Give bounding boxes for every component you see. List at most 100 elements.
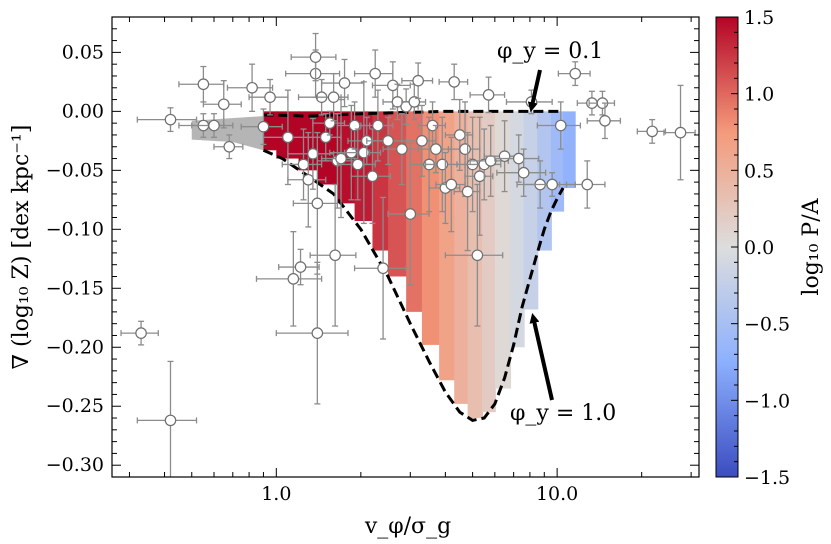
model-column	[454, 111, 469, 404]
data-point	[191, 113, 234, 138]
point-marker	[377, 262, 389, 275]
data-point	[557, 61, 591, 87]
y-tick-label: −0.15	[46, 277, 104, 299]
point-marker	[335, 152, 347, 165]
point-marker	[581, 178, 594, 191]
x-tick-label: 1.0	[261, 483, 291, 505]
point-marker	[351, 158, 364, 171]
data-point	[350, 128, 392, 225]
model-column	[467, 111, 483, 419]
data-point	[401, 83, 427, 121]
data-point	[281, 128, 323, 201]
point-marker	[546, 178, 558, 191]
data-point	[360, 89, 394, 162]
point-marker	[217, 98, 230, 111]
observed-points	[120, 32, 696, 477]
colorbar-tick-label: 0.0	[744, 237, 774, 259]
model-column	[372, 111, 390, 251]
data-point	[401, 62, 434, 100]
point-marker	[348, 119, 361, 132]
data-point	[464, 116, 494, 236]
annotation-phi-0-1: φ_y = 0.1	[497, 39, 603, 64]
data-point	[586, 102, 622, 140]
y-tick-label: −0.30	[46, 454, 104, 476]
point-marker	[554, 119, 567, 132]
y-tick-label: −0.05	[46, 159, 104, 181]
point-marker	[309, 51, 322, 63]
data-point	[278, 248, 320, 286]
point-marker	[646, 125, 658, 138]
data-point	[287, 117, 335, 190]
y-tick-label: 0.05	[62, 41, 104, 63]
data-point	[226, 63, 274, 113]
point-marker	[396, 143, 408, 155]
point-marker	[471, 249, 484, 262]
point-marker	[372, 119, 384, 132]
model-column	[439, 111, 456, 381]
y-tick-label: −0.10	[46, 218, 104, 240]
point-marker	[482, 89, 495, 101]
data-point	[292, 131, 339, 275]
point-marker	[164, 414, 177, 427]
data-point	[444, 183, 504, 327]
model-column	[263, 111, 278, 151]
data-point	[663, 84, 696, 181]
x-axis-label: v_φ/σ_g	[364, 514, 451, 539]
point-marker	[264, 91, 276, 104]
point-marker	[473, 170, 486, 183]
point-marker	[387, 79, 399, 92]
point-marker	[311, 197, 324, 210]
model-column	[481, 111, 496, 413]
point-marker	[416, 135, 428, 147]
annotation-arrow-phi-0-1	[527, 69, 542, 113]
data-point	[262, 89, 309, 186]
data-point	[588, 90, 616, 116]
point-marker	[517, 166, 530, 179]
y-axis: 0.05 0.00 −0.05 −0.10 −0.15 −0.20 −0.25 −0.30	[46, 28, 699, 478]
point-marker	[294, 261, 307, 273]
point-marker	[674, 126, 687, 139]
data-point	[275, 261, 349, 405]
point-marker	[512, 152, 525, 165]
y-tick-label: −0.25	[46, 395, 104, 417]
annotations: φ_y = 0.1 φ_y = 1.0	[497, 39, 616, 426]
data-point	[366, 116, 407, 166]
point-marker	[448, 76, 460, 88]
point-marker	[599, 114, 611, 127]
data-point	[565, 160, 606, 209]
point-marker	[408, 96, 421, 108]
data-point	[316, 72, 349, 122]
point-marker	[459, 143, 471, 155]
point-marker	[453, 129, 466, 141]
colorbar-tick-label: −0.5	[744, 314, 790, 336]
data-point	[417, 101, 447, 150]
plot-frame	[111, 16, 700, 478]
data-point	[136, 107, 198, 133]
point-marker	[461, 185, 474, 198]
data-point	[453, 131, 481, 252]
point-marker	[369, 67, 382, 80]
data-point	[248, 78, 289, 116]
point-marker	[302, 173, 315, 186]
point-marker	[358, 146, 370, 159]
point-marker	[412, 74, 424, 87]
data-point	[312, 110, 346, 136]
data-point	[353, 196, 407, 340]
point-marker	[498, 150, 511, 162]
point-marker	[246, 81, 258, 94]
annotation-arrow-phi-1-0	[529, 312, 554, 401]
data-point	[320, 58, 365, 108]
colorbar-label: log₁₀ P/A	[799, 197, 824, 295]
data-point	[353, 49, 394, 98]
data-point	[469, 76, 506, 114]
point-marker	[164, 113, 177, 126]
point-marker	[223, 140, 236, 153]
data-point	[240, 108, 283, 146]
colorbar-tick-label: 0.5	[744, 160, 774, 182]
point-marker	[430, 143, 442, 155]
point-marker	[282, 131, 294, 144]
point-marker	[327, 91, 340, 104]
data-point	[496, 148, 547, 197]
x-axis: 1.0 10.0	[128, 17, 692, 505]
